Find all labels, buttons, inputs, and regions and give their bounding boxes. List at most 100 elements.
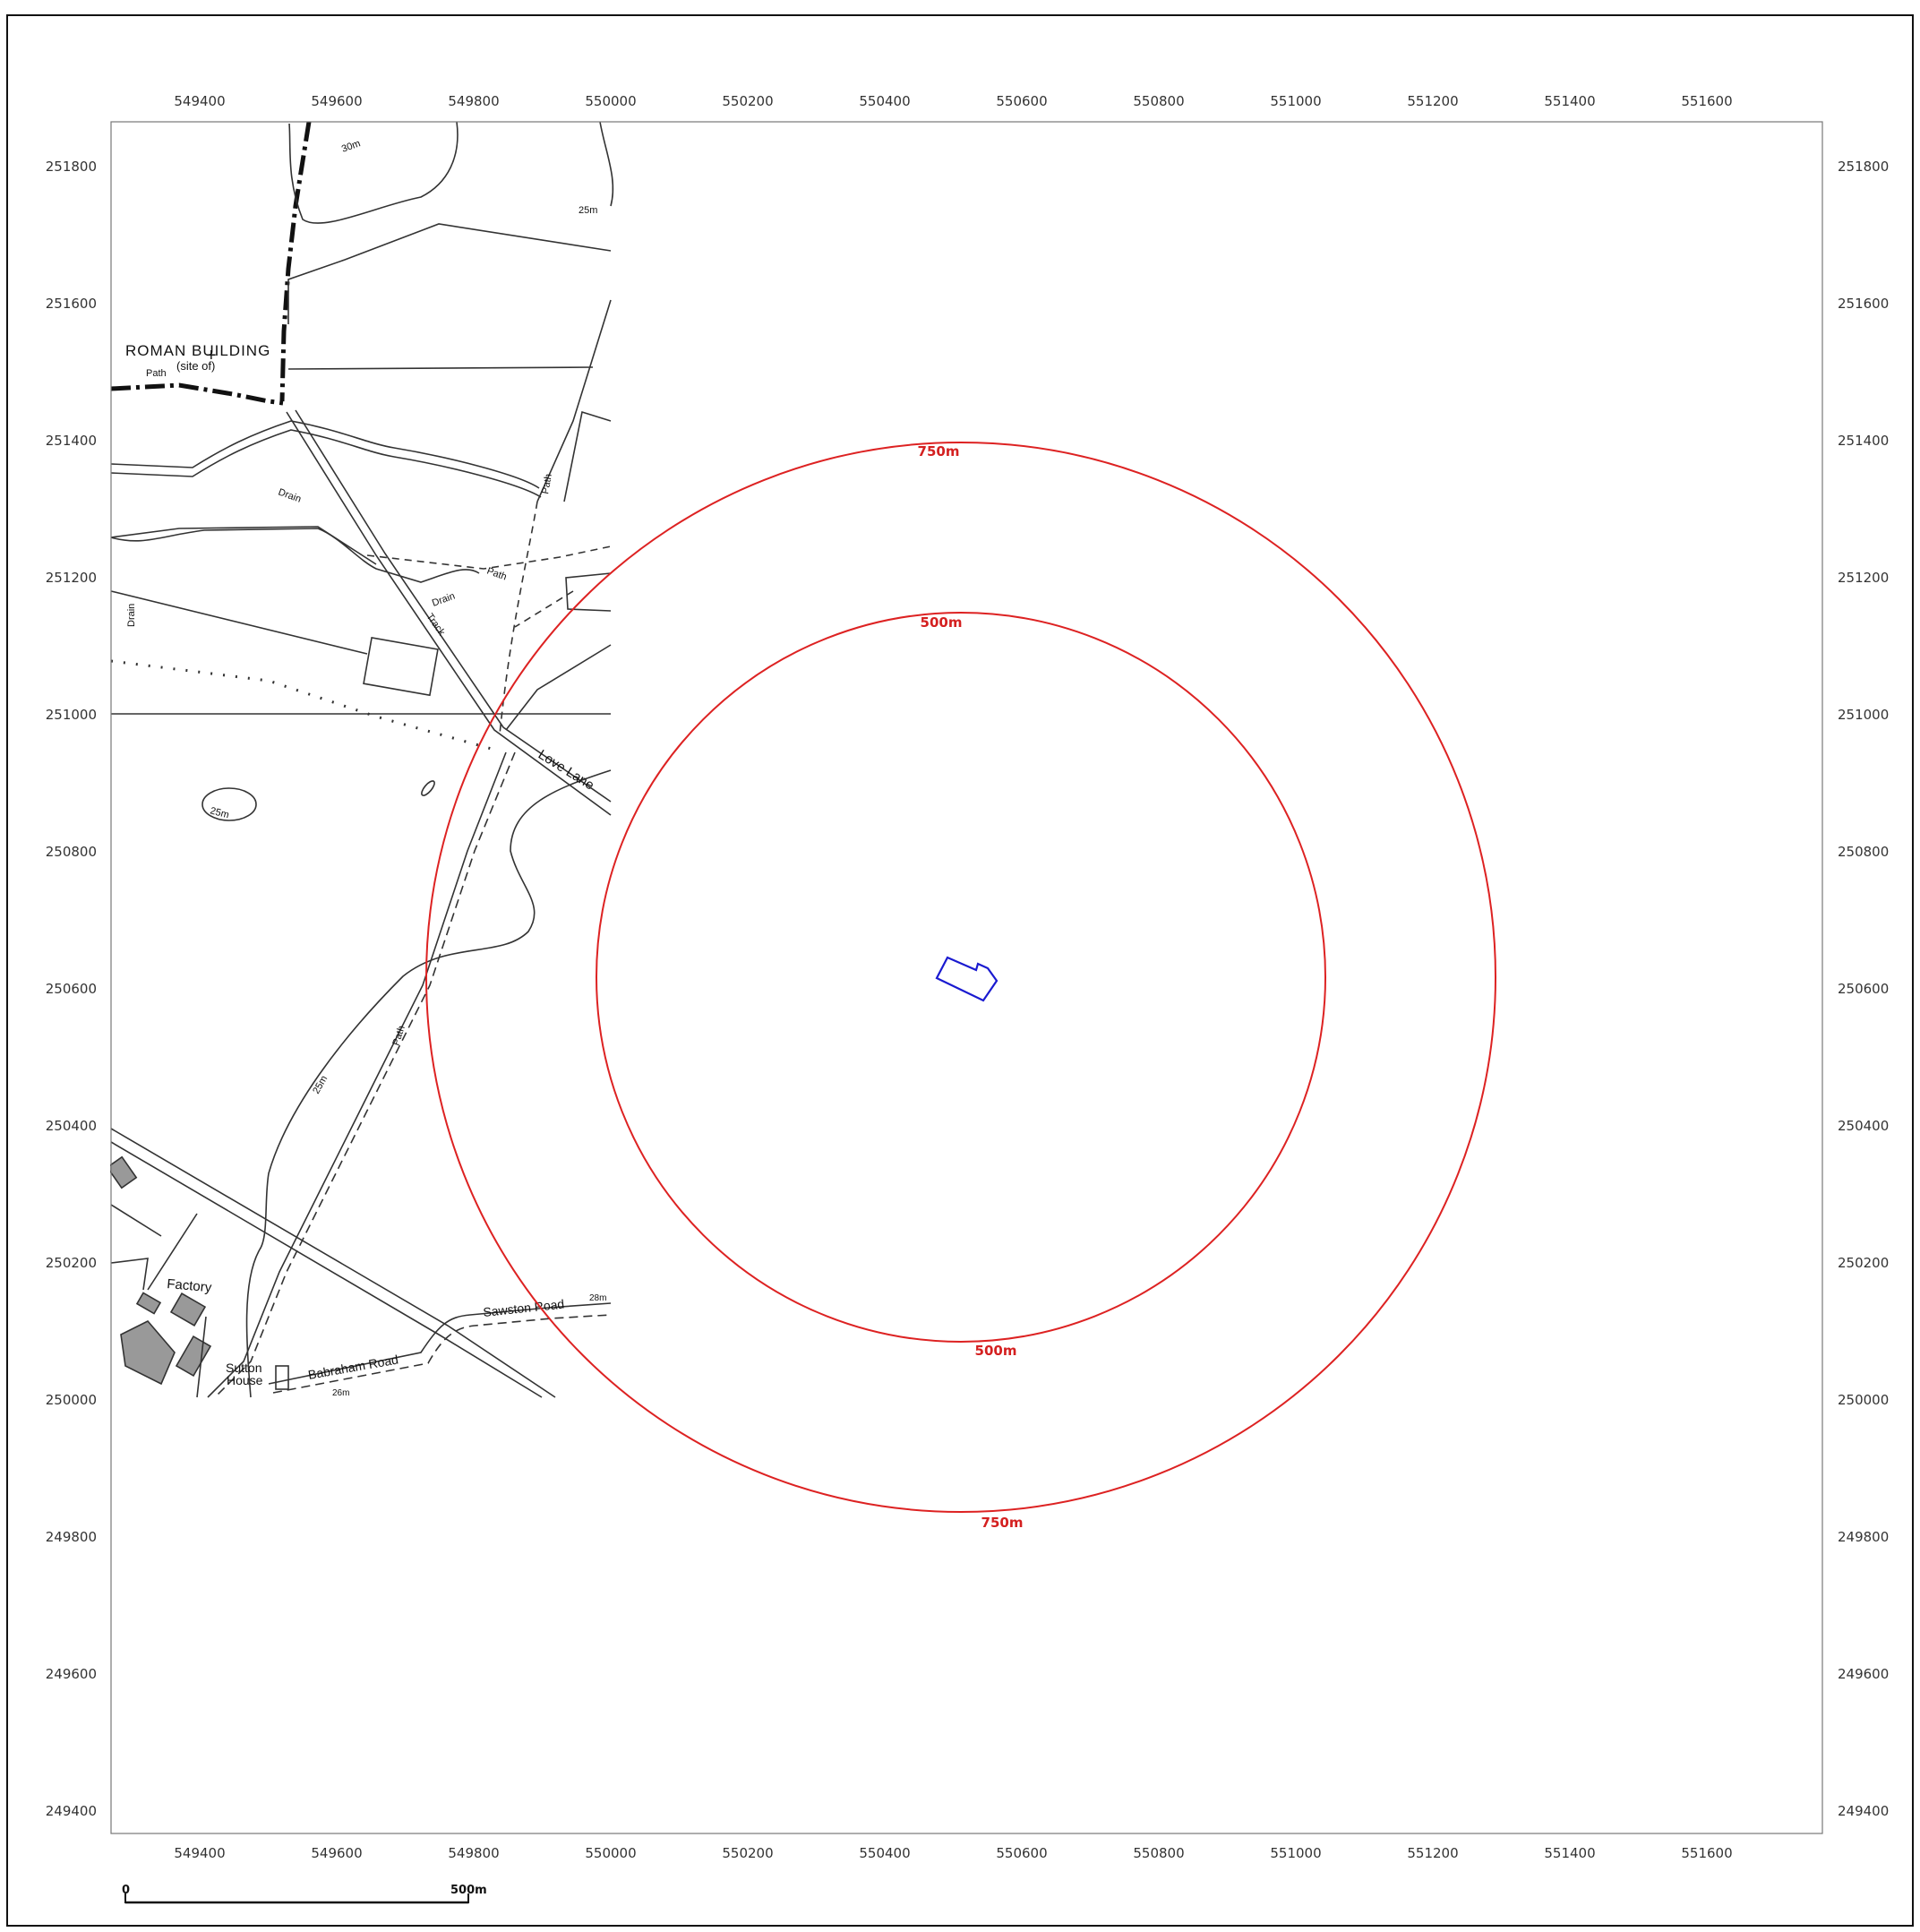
main-road	[110, 1128, 556, 1398]
field-boundary	[287, 366, 594, 370]
y-tick-label-right: 251800	[1838, 159, 1889, 175]
x-tick-label-top: 550400	[859, 93, 910, 109]
label-path: Path	[540, 473, 554, 494]
footpath	[366, 545, 612, 570]
x-tick-label-top: 551400	[1544, 93, 1595, 109]
buffer-ring-750m	[425, 442, 1496, 1513]
x-tick-label-bottom: 551600	[1681, 1845, 1732, 1861]
y-tick-label-left: 250400	[46, 1118, 97, 1134]
y-tick-label-right: 250000	[1838, 1392, 1889, 1408]
y-tick-label-right: 251400	[1838, 433, 1889, 449]
scale-bar: 0 500m	[122, 1884, 487, 1904]
x-tick-label-top: 550800	[1133, 93, 1184, 109]
parish-boundary-west	[110, 382, 284, 406]
svg-text:+: +	[206, 346, 217, 365]
footpath	[207, 751, 507, 1398]
parish-boundary	[279, 121, 312, 402]
ring-label-750m-top: 750m	[918, 443, 960, 459]
footpath	[214, 751, 516, 1398]
x-tick-label-top: 549600	[311, 93, 362, 109]
y-tick-label-right: 251200	[1838, 570, 1889, 586]
label-roman-building: ROMAN BUILDING	[125, 342, 270, 359]
main-road	[110, 1141, 543, 1398]
label-house: House	[227, 1373, 263, 1387]
y-tick-label-left: 249600	[46, 1666, 97, 1682]
label-site-of: (site of)	[176, 359, 215, 373]
label-path: Path	[146, 368, 167, 379]
y-tick-label-left: 251600	[46, 296, 97, 312]
page-frame	[6, 14, 1914, 1927]
x-tick-label-bottom: 549400	[174, 1845, 225, 1861]
label-height: 26m	[332, 1388, 349, 1398]
building	[175, 1335, 212, 1378]
label-sutton: Sutton	[226, 1361, 261, 1375]
scale-bar-start: 0	[122, 1884, 130, 1897]
y-tick-label-right: 251600	[1838, 296, 1889, 312]
x-tick-label-bottom: 551000	[1270, 1845, 1321, 1861]
y-tick-label-left: 251800	[46, 159, 97, 175]
x-tick-label-top: 551600	[1681, 93, 1732, 109]
x-tick-label-bottom: 550200	[722, 1845, 773, 1861]
building	[106, 1155, 138, 1189]
small-pond	[421, 780, 435, 796]
y-tick-label-left: 250000	[46, 1392, 97, 1408]
label-height: 28m	[589, 1293, 606, 1303]
label-factory: Factory	[167, 1276, 213, 1295]
field-boundary	[563, 410, 612, 502]
ring-label-500m-bottom: 500m	[975, 1343, 1017, 1359]
field-boundary	[288, 121, 459, 224]
buffer-ring-500m	[596, 612, 1326, 1343]
y-tick-label-right: 249800	[1838, 1529, 1889, 1545]
y-tick-label-left: 249400	[46, 1803, 97, 1819]
map-frame	[110, 121, 1823, 1834]
x-tick-label-bottom: 550800	[1133, 1845, 1184, 1861]
x-tick-label-top: 549800	[448, 93, 499, 109]
x-axis-bottom: 549400 549600 549800 550000 550200 550400 5506…	[174, 1845, 1732, 1861]
track	[286, 411, 612, 816]
scale-bar-end: 500m	[450, 1884, 487, 1897]
label-contour: 25m	[209, 805, 230, 820]
drain-channel	[110, 429, 542, 498]
minor-road	[272, 1314, 612, 1394]
pond	[201, 787, 257, 821]
y-tick-label-left: 250600	[46, 981, 97, 997]
footpath	[514, 590, 574, 628]
drain-channel	[110, 528, 480, 583]
page-frame-edge	[6, 14, 1914, 1927]
y-tick-label-right: 251000	[1838, 707, 1889, 723]
drain-channel	[110, 420, 540, 489]
buffer-ring-labels: 750m 500m 500m 750m	[918, 443, 1024, 1531]
y-tick-label-right: 250200	[1838, 1255, 1889, 1271]
ring-label-750m-bottom: 750m	[981, 1515, 1024, 1531]
label-contour: 25m	[579, 205, 597, 216]
field-boundary	[536, 299, 612, 502]
y-tick-label-right: 250800	[1838, 844, 1889, 860]
y-tick-label-right: 250400	[1838, 1118, 1889, 1134]
track	[295, 409, 612, 803]
x-tick-label-top: 550600	[996, 93, 1047, 109]
y-tick-label-left: 250800	[46, 844, 97, 860]
field-enclosure	[363, 637, 439, 697]
ordnance-survey-basemap: +	[106, 121, 614, 1398]
x-tick-label-top: 551200	[1407, 93, 1458, 109]
x-tick-label-bottom: 551200	[1407, 1845, 1458, 1861]
field-boundary	[110, 526, 377, 565]
x-tick-label-top: 550200	[722, 93, 773, 109]
y-tick-label-left: 250200	[46, 1255, 97, 1271]
y-tick-label-left: 251000	[46, 707, 97, 723]
y-tick-label-right: 249400	[1838, 1803, 1889, 1819]
label-drain: Drain	[126, 604, 137, 627]
field-boundary	[110, 590, 368, 655]
y-tick-label-left: 251400	[46, 433, 97, 449]
field-boundary	[505, 644, 612, 731]
x-axis-top: 549400 549600 549800 550000 550200 550400 5506…	[174, 93, 1732, 109]
y-tick-label-right: 249600	[1838, 1666, 1889, 1682]
building	[275, 1365, 289, 1390]
x-tick-label-top: 550000	[585, 93, 636, 109]
y-tick-label-left: 251200	[46, 570, 97, 586]
building	[135, 1292, 162, 1315]
field-boundary	[565, 572, 612, 612]
ring-label-500m-top: 500m	[921, 614, 963, 631]
y-tick-label-left: 249800	[46, 1529, 97, 1545]
